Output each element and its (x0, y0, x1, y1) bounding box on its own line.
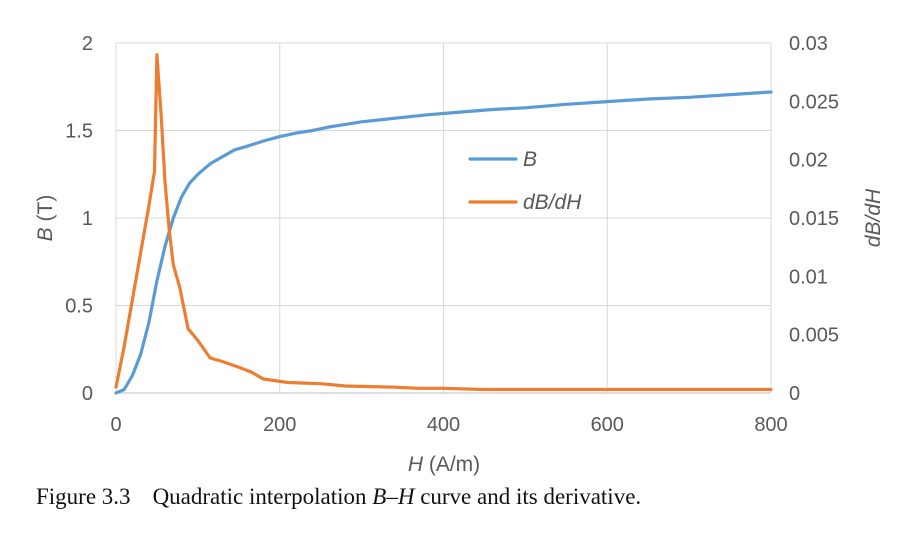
x-axis-ticks: 0 200 400 600 800 (110, 414, 787, 436)
series-lines (114, 53, 773, 395)
x-axis-title-unit: (A/m) (423, 453, 480, 476)
caption-text-italic: B–H (372, 484, 415, 509)
grid-lines (115, 42, 772, 394)
x-tick-label: 400 (427, 414, 460, 436)
y-left-tick-label: 2 (82, 33, 93, 55)
y-left-tick-label: 1 (82, 208, 93, 230)
y-left-tick-label: 0 (82, 383, 93, 405)
caption-text-end: curve and its derivative. (414, 484, 642, 509)
y-left-axis-title: B (T) (34, 195, 57, 242)
x-axis-title-symbol: H (408, 453, 424, 476)
series-line-dbdh (114, 53, 773, 392)
y-right-axis-ticks: 0 0.005 0.01 0.015 0.02 0.025 0.03 (789, 33, 839, 405)
figure-number: Figure 3.3 (36, 484, 131, 509)
x-tick-label: 200 (263, 414, 296, 436)
figure-caption: Figure 3.3 Quadratic interpolation B–H cu… (36, 484, 641, 510)
x-tick-label: 800 (754, 414, 787, 436)
y-right-axis-title: dB/dH (862, 188, 885, 247)
y-left-axis-title-symbol: B (34, 227, 57, 241)
x-tick-label: 0 (110, 414, 121, 436)
y-right-tick-label: 0.015 (789, 208, 839, 230)
y-left-tick-label: 1.5 (65, 121, 93, 143)
y-left-axis-title-unit: (T) (34, 195, 57, 228)
y-right-tick-label: 0.005 (789, 325, 839, 347)
y-right-tick-label: 0.025 (789, 91, 839, 113)
y-right-tick-label: 0 (789, 383, 800, 405)
caption-text-start: Quadratic interpolation (152, 484, 373, 509)
y-right-tick-label: 0.02 (789, 150, 828, 172)
legend-label: dB/dH (523, 191, 582, 214)
bh-curve-chart: 0 200 400 600 800 00.511.52 00.0050.010.0150… (34, 33, 885, 476)
y-left-axis-ticks: 0 0.5 1 1.5 2 (65, 33, 93, 405)
x-axis-title: H (A/m) (408, 453, 480, 476)
legend: BdB/dH (468, 148, 582, 214)
series-line-b (114, 90, 773, 395)
x-tick-label: 600 (591, 414, 624, 436)
legend-label: B (523, 148, 537, 171)
y-right-tick-label: 0.01 (789, 266, 828, 288)
y-right-tick-label: 0.03 (789, 33, 828, 55)
y-left-tick-label: 0.5 (65, 296, 93, 318)
